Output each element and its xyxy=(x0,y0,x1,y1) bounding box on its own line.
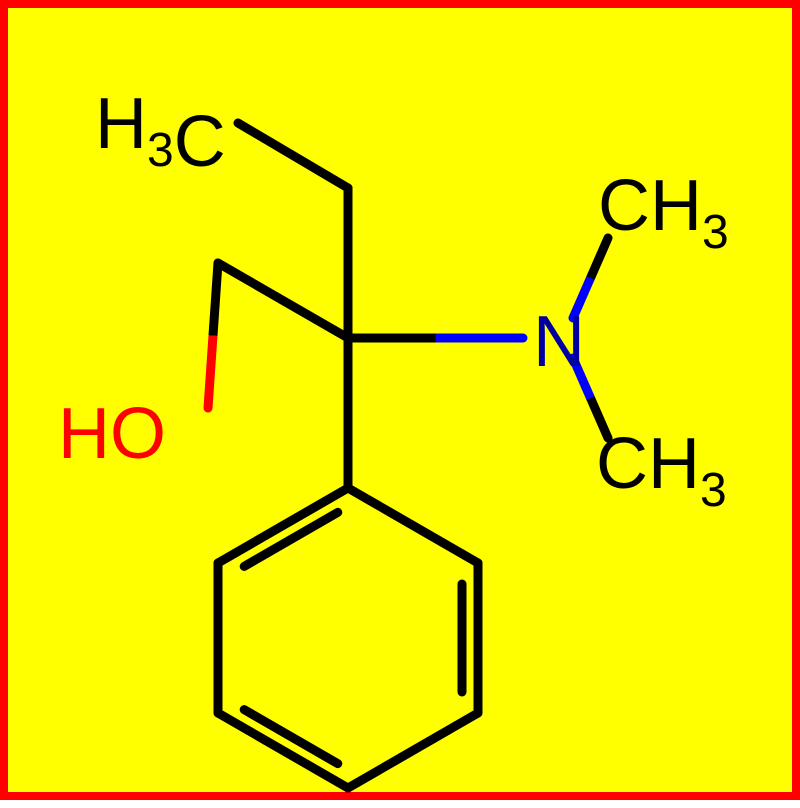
atom-label-N_CH3_up: CH3 xyxy=(598,166,729,259)
atom-label-OH: HO xyxy=(58,394,166,474)
chem-structure-canvas: NCH3 CH3 H3C HO xyxy=(0,0,800,800)
atom-label-N_CH3_dn: CH3 xyxy=(596,424,727,517)
atom-label-N: N xyxy=(533,302,585,382)
molecule-svg: NCH3 CH3 H3C HO xyxy=(8,8,800,808)
atom-label-Et_CH3: H3C xyxy=(95,84,226,182)
